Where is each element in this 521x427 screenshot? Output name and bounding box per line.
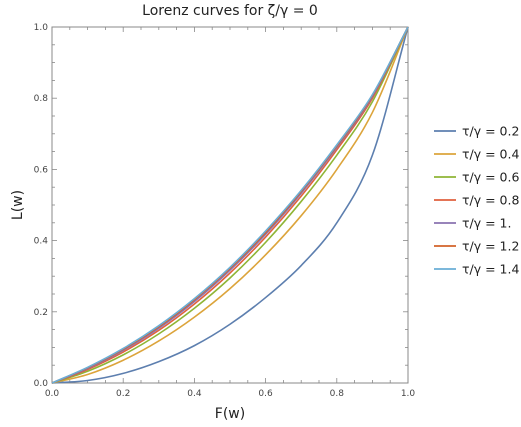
- legend-label: τ/γ = 0.4: [462, 147, 519, 162]
- y-axis-label: L(w): [10, 190, 26, 220]
- y-tick-label: 1.0: [34, 23, 49, 33]
- legend-label: τ/γ = 0.8: [462, 193, 519, 208]
- legend-label: τ/γ = 1.2: [462, 239, 519, 254]
- plot-area: [51, 26, 409, 384]
- series-line-5: [51, 26, 409, 384]
- series-line-4: [51, 26, 409, 384]
- series-line-6: [51, 26, 409, 384]
- x-tick-label: 0.8: [330, 389, 345, 399]
- x-tick-label: 0.4: [187, 389, 202, 399]
- x-axis-label: F(w): [215, 406, 245, 422]
- plot-frame: [51, 26, 409, 384]
- legend-label: τ/γ = 1.4: [462, 262, 519, 277]
- y-tick-label: 0.8: [34, 94, 49, 104]
- y-tick-label: 0.0: [34, 379, 49, 389]
- series-line-3: [51, 26, 409, 384]
- legend: τ/γ = 0.2 τ/γ = 0.4 τ/γ = 0.6 τ/γ = 0.8 τ/γ …: [434, 124, 519, 277]
- series-line-2: [51, 26, 409, 384]
- curves: [51, 26, 409, 384]
- legend-label: τ/γ = 0.6: [462, 170, 519, 185]
- y-tick-label: 0.4: [34, 237, 49, 247]
- legend-label: τ/γ = 0.2: [462, 124, 519, 139]
- x-tick-label: 1.0: [401, 389, 416, 399]
- x-tick-label: 0.6: [258, 389, 273, 399]
- series-line-1: [51, 26, 409, 384]
- y-tick-label: 0.2: [34, 308, 48, 318]
- legend-label: τ/γ = 1.: [462, 216, 511, 231]
- series-line-7: [51, 26, 409, 384]
- x-tick-label: 0.0: [45, 389, 60, 399]
- y-tick-label: 0.6: [34, 165, 49, 175]
- x-tick-label: 0.2: [116, 389, 130, 399]
- axis-ticks: 0.0 0.2 0.4 0.6 0.8 1.0 0.0 0.2 0.4 0.6 0.8 1.0: [34, 23, 416, 399]
- chart-title: Lorenz curves for ζ/γ = 0: [142, 3, 318, 19]
